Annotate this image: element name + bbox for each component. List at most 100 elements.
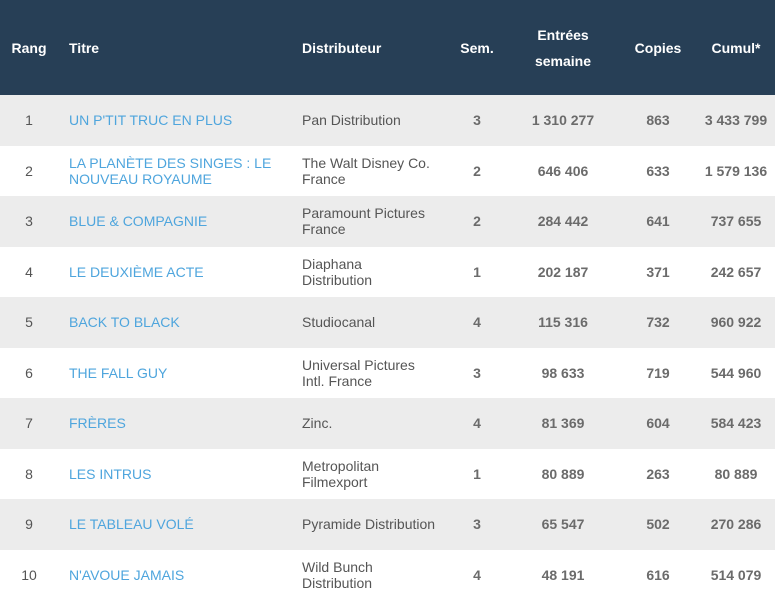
cell-titre-link[interactable]: LE TABLEAU VOLÉ — [69, 516, 194, 533]
cell-cumul: 584 423 — [710, 415, 762, 432]
cell-cumul: 514 079 — [710, 566, 762, 583]
cell-entrees: 48 191 — [541, 566, 585, 583]
table-row: 7 FRÈRES Zinc. 4 81 369 604 584 423 — [0, 398, 775, 449]
cell-copies: 641 — [646, 213, 670, 230]
distributeur-line2: Distribution — [302, 271, 373, 288]
cell-entrees: 98 633 — [541, 364, 585, 381]
cell-cumul: 242 657 — [710, 263, 762, 280]
cell-titre-link[interactable]: UN P'TIT TRUC EN PLUS — [69, 112, 233, 129]
cell-entrees: 1 310 277 — [531, 112, 595, 129]
cell-cumul: 270 286 — [710, 516, 762, 533]
cell-copies: 616 — [646, 566, 670, 583]
distributeur-line1: Pyramide Distribution — [302, 516, 436, 533]
header-cumul: Cumul* — [711, 39, 761, 56]
cell-cumul: 1 579 136 — [704, 162, 768, 179]
header-row: Rang Titre Distributeur Sem. Entrées sema… — [0, 0, 775, 95]
distributeur-line2: France — [302, 221, 346, 238]
distributeur-line1: Diaphana — [302, 255, 362, 272]
cell-titre-link[interactable]: BLUE & COMPAGNIE — [69, 213, 208, 230]
cell-sem: 4 — [473, 415, 481, 432]
table-row: 8 LES INTRUS Metropolitan Filmexport 1 80… — [0, 448, 775, 499]
cell-distributeur: Diaphana Distribution — [291, 247, 447, 298]
cell-rang: 1 — [25, 112, 33, 129]
distributeur-line1: Zinc. — [302, 415, 333, 432]
cell-titre-link[interactable]: BACK TO BLACK — [69, 314, 180, 331]
cell-entrees: 80 889 — [541, 465, 585, 482]
cell-titre-link[interactable]: LES INTRUS — [69, 465, 152, 482]
cell-sem: 1 — [473, 263, 481, 280]
cell-rang: 6 — [25, 364, 33, 381]
cell-rang: 2 — [25, 162, 33, 179]
distributeur-line2: Distribution — [302, 574, 373, 591]
cell-sem: 4 — [473, 314, 481, 331]
header-rang: Rang — [11, 39, 47, 56]
cell-distributeur: Wild Bunch Distribution — [291, 550, 447, 600]
header-entrees-line2: semaine — [534, 52, 592, 69]
table-row: 10 N'AVOUE JAMAIS Wild Bunch Distribution… — [0, 549, 775, 600]
table-row: 4 LE DEUXIÈME ACTE Diaphana Distribution … — [0, 246, 775, 298]
cell-distributeur: Zinc. — [291, 398, 447, 449]
cell-titre-link[interactable]: FRÈRES — [69, 415, 126, 432]
cell-distributeur: Pan Distribution — [291, 95, 447, 146]
cell-entrees: 284 442 — [537, 213, 589, 230]
header-titre: Titre — [69, 39, 100, 56]
cell-copies: 502 — [646, 516, 670, 533]
table-row: 1 UN P'TIT TRUC EN PLUS Pan Distribution… — [0, 95, 775, 146]
cell-rang: 7 — [25, 415, 33, 432]
header-entrees-line1: Entrées — [537, 26, 589, 43]
table-header: Rang Titre Distributeur Sem. Entrées sema… — [0, 0, 775, 95]
table-row: 3 BLUE & COMPAGNIE Paramount Pictures Fra… — [0, 196, 775, 247]
cell-copies: 732 — [646, 314, 670, 331]
table-row: 6 THE FALL GUY Universal Pictures Intl. F… — [0, 347, 775, 399]
cell-entrees: 115 316 — [538, 314, 588, 331]
cell-entrees: 202 187 — [537, 263, 589, 280]
cell-sem: 4 — [473, 566, 481, 583]
cell-sem: 2 — [473, 213, 481, 230]
distributeur-line1: Metropolitan — [302, 457, 380, 474]
cell-copies: 863 — [646, 112, 670, 129]
cell-sem: 3 — [473, 364, 481, 381]
cell-cumul: 80 889 — [714, 465, 758, 482]
table-row: 2 LA PLANÈTE DES SINGES : LE NOUVEAU ROY… — [0, 145, 775, 196]
cell-copies: 604 — [646, 415, 670, 432]
cell-distributeur: Paramount Pictures France — [291, 196, 447, 247]
distributeur-line2: Filmexport — [302, 473, 368, 490]
cell-rang: 9 — [25, 516, 33, 533]
cell-rang: 10 — [21, 566, 37, 583]
header-distributeur: Distributeur — [302, 39, 382, 56]
cell-titre-link[interactable]: LE DEUXIÈME ACTE — [69, 263, 204, 280]
distributeur-line1: The Walt Disney Co. — [302, 154, 430, 171]
cell-copies: 633 — [646, 162, 670, 179]
cell-rang: 8 — [25, 465, 33, 482]
distributeur-line1: Universal Pictures — [302, 356, 415, 373]
cell-distributeur: Pyramide Distribution — [291, 499, 447, 550]
cell-sem: 2 — [473, 162, 481, 179]
cell-copies: 263 — [646, 465, 670, 482]
table-row: 5 BACK TO BLACK Studiocanal 4 115 316 73… — [0, 297, 775, 348]
cell-titre-link[interactable]: THE FALL GUY — [69, 364, 168, 381]
header-sem: Sem. — [460, 39, 494, 56]
distributeur-line2: France — [302, 170, 346, 187]
cell-cumul: 737 655 — [710, 213, 762, 230]
cell-sem: 3 — [473, 112, 481, 129]
cell-sem: 1 — [473, 465, 481, 482]
cell-titre-link[interactable]: LA PLANÈTE DES SINGES : LE NOUVEAU ROYAU… — [69, 154, 272, 187]
distributeur-line1: Pan Distribution — [302, 112, 401, 129]
cell-copies: 719 — [646, 364, 670, 381]
cell-rang: 5 — [25, 314, 33, 331]
cell-copies: 371 — [646, 263, 670, 280]
distributeur-line1: Studiocanal — [302, 314, 376, 331]
cell-entrees: 646 406 — [537, 162, 589, 179]
distributeur-line2: Intl. France — [302, 372, 373, 389]
header-copies: Copies — [634, 39, 682, 56]
cell-titre-link[interactable]: N'AVOUE JAMAIS — [69, 566, 185, 583]
table-body: 1 UN P'TIT TRUC EN PLUS Pan Distribution… — [0, 95, 775, 600]
cell-cumul: 960 922 — [710, 314, 762, 331]
cell-sem: 3 — [473, 516, 481, 533]
cell-distributeur: Studiocanal — [291, 297, 447, 348]
cell-distributeur: Universal Pictures Intl. France — [291, 348, 447, 399]
cell-cumul: 544 960 — [710, 364, 762, 381]
cell-rang: 4 — [25, 263, 33, 280]
distributeur-line1: Wild Bunch — [302, 558, 373, 575]
